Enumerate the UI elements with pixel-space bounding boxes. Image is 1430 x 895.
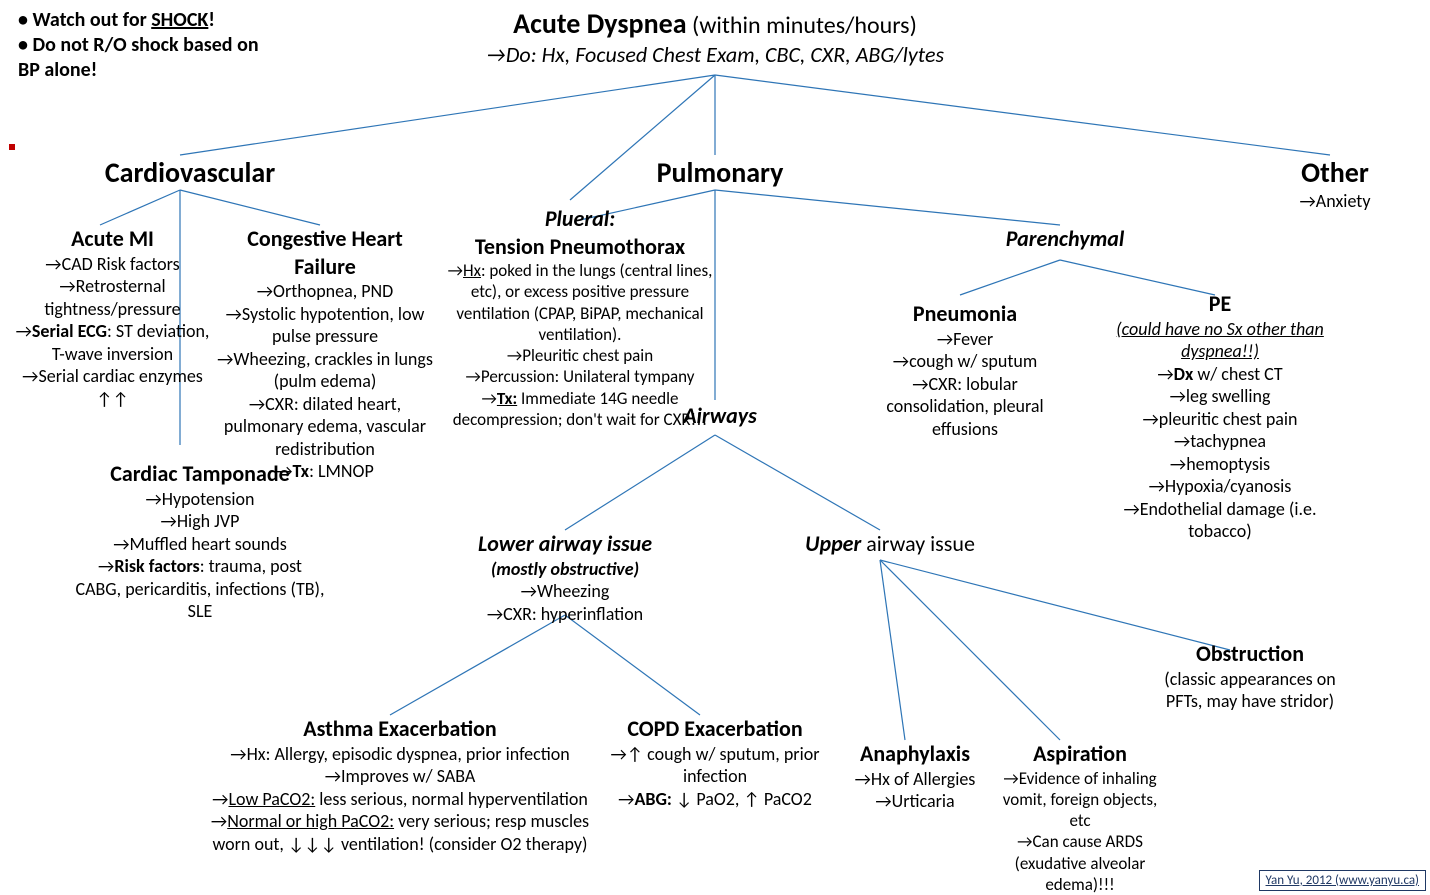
upper-airway-node: Upper airway issue [790,530,990,558]
root-subtitle: →Do: Hx, Focused Chest Exam, CBC, CXR, A… [380,41,1050,69]
lower-airway-title: Lower airway issue [460,530,670,558]
root-title-bold: Acute Dyspnea [513,6,686,41]
anaphylaxis-node: Anaphylaxis →Hx of Allergies →Urticaria [835,740,995,813]
obstruction-title: Obstruction [1150,640,1350,668]
pneumonia-l3: →CXR: lobular consolidation, pleural eff… [860,373,1070,441]
warning-line-1: Watch out for SHOCK! [18,8,278,33]
attribution-label: Yan Yu, 2012 (www.yanyu.ca) [1259,870,1426,891]
pe-l3: →pleuritic chest pain [1100,408,1340,431]
chf-title: Congestive Heart Failure [215,225,435,280]
warning-1-word: SHOCK [151,8,208,32]
copd-l1: →↑ cough w/ sputum, prior infection [610,743,820,788]
asthma-l2: →Improves w/ SABA [195,765,605,788]
chf-l3: →Wheezing, crackles in lungs (pulm edema… [215,348,435,393]
anaphylaxis-l1: →Hx of Allergies [835,768,995,791]
anaphylaxis-title: Anaphylaxis [835,740,995,768]
pulmonary-header: Pulmonary [610,155,830,190]
pleural-heading: Plueral: [445,205,715,233]
pe-l5: →hemoptysis [1100,453,1340,476]
other-line-1: →Anxiety [1250,190,1420,213]
aspiration-l2: →Can cause ARDS (exudative alveolar edem… [995,831,1165,895]
cardiovascular-header: Cardiovascular [80,155,300,190]
lower-airway-l2: →CXR: hyperinflation [460,603,670,626]
other-node: Other →Anxiety [1250,155,1420,213]
pneumonia-l1: →Fever [860,328,1070,351]
chf-node: Congestive Heart Failure →Orthopnea, PND… [215,225,435,483]
acute-mi-l1: →CAD Risk factors [15,253,210,276]
lower-airway-l1: →Wheezing [460,580,670,603]
other-header: Other [1250,155,1420,190]
upper-airway-title-rest: airway issue [861,530,975,557]
aspiration-title: Aspiration [995,740,1165,768]
asthma-l1: →Hx: Allergy, episodic dyspnea, prior in… [195,743,605,766]
root-title-rest: (within minutes/hours) [687,11,917,40]
pe-l6: →Hypoxia/cyanosis [1100,475,1340,498]
acute-mi-l2: →Retrosternal tightness/pressure [15,275,210,320]
pleural-node: Plueral: Tension Pneumothorax →Hx: poked… [445,205,715,430]
acute-mi-node: Acute MI →CAD Risk factors →Retrosternal… [15,225,210,410]
copd-node: COPD Exacerbation →↑ cough w/ sputum, pr… [610,715,820,810]
copd-title: COPD Exacerbation [610,715,820,743]
asthma-title: Asthma Exacerbation [195,715,605,743]
lower-airway-node: Lower airway issue (mostly obstructive) … [460,530,670,625]
pe-l4: →tachypnea [1100,430,1340,453]
pe-l1: →Dx w/ chest CT [1100,363,1340,386]
parenchymal-header: Parenchymal [985,225,1145,253]
acute-mi-title: Acute MI [15,225,210,253]
copd-l2: →ABG: ↓ PaO2, ↑ PaCO2 [610,788,820,811]
lower-airway-sub: (mostly obstructive) [460,558,670,581]
tamponade-l3: →Muffled heart sounds [75,533,325,556]
chf-l2: →Systolic hypotention, low pulse pressur… [215,303,435,348]
pe-l7: →Endothelial damage (i.e. tobacco) [1100,498,1340,543]
root-title: Acute Dyspnea (within minutes/hours) [380,6,1050,41]
pleural-title: Tension Pneumothorax [445,233,715,261]
pe-node: PE (could have no Sx other than dyspnea!… [1100,290,1340,543]
asthma-l3: →Low PaCO2: less serious, normal hyperve… [195,788,605,811]
root-node: Acute Dyspnea (within minutes/hours) →Do… [380,6,1050,69]
pleural-l3: →Percussion: Unilateral tympany [445,366,715,387]
airways-header: Airways [660,402,780,430]
asthma-l4: →Normal or high PaCO2: very serious; res… [195,810,605,855]
pe-l2: →leg swelling [1100,385,1340,408]
pneumonia-l2: →cough w/ sputum [860,350,1070,373]
chf-l1: →Orthopnea, PND [215,280,435,303]
tamponade-l2: →High JVP [75,510,325,533]
pleural-l2: →Pleuritic chest pain [445,345,715,366]
pneumonia-title: Pneumonia [860,300,1070,328]
warning-box: Watch out for SHOCK! Do not R/O shock ba… [18,8,278,83]
warning-line-2: Do not R/O shock based on BP alone! [18,33,278,83]
acute-mi-l4: →Serial cardiac enzymes ↑↑ [15,365,210,410]
tamponade-title: Cardiac Tamponade [75,460,325,488]
stray-marker [9,144,15,150]
pleural-hx: →Hx: poked in the lungs (central lines, … [445,260,715,345]
warning-1-post: ! [208,8,215,32]
warning-1-pre: Watch out for [32,8,151,32]
aspiration-node: Aspiration →Evidence of inhaling vomit, … [995,740,1165,895]
obstruction-node: Obstruction (classic appearances on PFTs… [1150,640,1350,713]
chf-l4: →CXR: dilated heart, pulmonary edema, va… [215,393,435,461]
acute-mi-l3: →Serial ECG: ST deviation, T-wave invers… [15,320,210,365]
pe-title: PE [1100,290,1340,318]
anaphylaxis-l2: →Urticaria [835,790,995,813]
obstruction-l1: (classic appearances on PFTs, may have s… [1150,668,1350,713]
tamponade-l4: →Risk factors: trauma, post CABG, perica… [75,555,325,623]
tamponade-node: Cardiac Tamponade →Hypotension →High JVP… [75,460,325,623]
tamponade-l1: →Hypotension [75,488,325,511]
aspiration-l1: →Evidence of inhaling vomit, foreign obj… [995,768,1165,832]
asthma-node: Asthma Exacerbation →Hx: Allergy, episod… [195,715,605,855]
upper-airway-title-b: Upper [805,530,861,557]
pneumonia-node: Pneumonia →Fever →cough w/ sputum →CXR: … [860,300,1070,440]
pe-sub: (could have no Sx other than dyspnea!!) [1100,318,1340,363]
